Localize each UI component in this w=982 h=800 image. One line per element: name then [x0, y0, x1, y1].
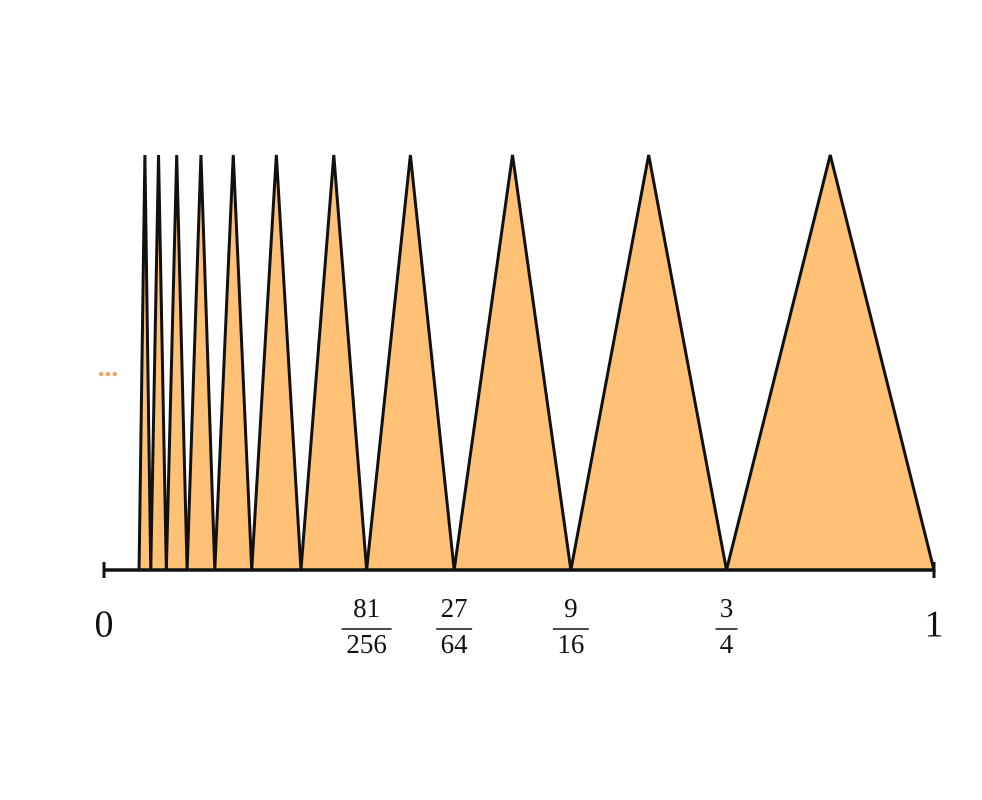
tick-numerator: 81: [353, 593, 380, 623]
triangle: [569, 154, 729, 572]
triangle: [137, 154, 153, 572]
triangle: [213, 154, 254, 572]
tick-denominator: 64: [441, 629, 469, 659]
tick-numerator: 9: [564, 593, 578, 623]
tick-denominator: 4: [720, 629, 734, 659]
tick-numerator: 27: [441, 593, 468, 623]
triangle: [299, 154, 369, 572]
triangle: [164, 154, 189, 572]
tick-label: 0: [95, 604, 114, 646]
triangle: [364, 154, 456, 572]
triangle: [452, 154, 573, 572]
tick-denominator: 256: [346, 629, 387, 659]
tick-denominator: 16: [557, 629, 584, 659]
triangle: [149, 154, 168, 572]
triangle: [185, 154, 217, 572]
triangle: [250, 154, 303, 572]
ellipsis: ...: [98, 352, 118, 382]
tick-numerator: 3: [720, 593, 734, 623]
tick-label: 1: [925, 604, 944, 646]
triangle: [724, 154, 936, 572]
